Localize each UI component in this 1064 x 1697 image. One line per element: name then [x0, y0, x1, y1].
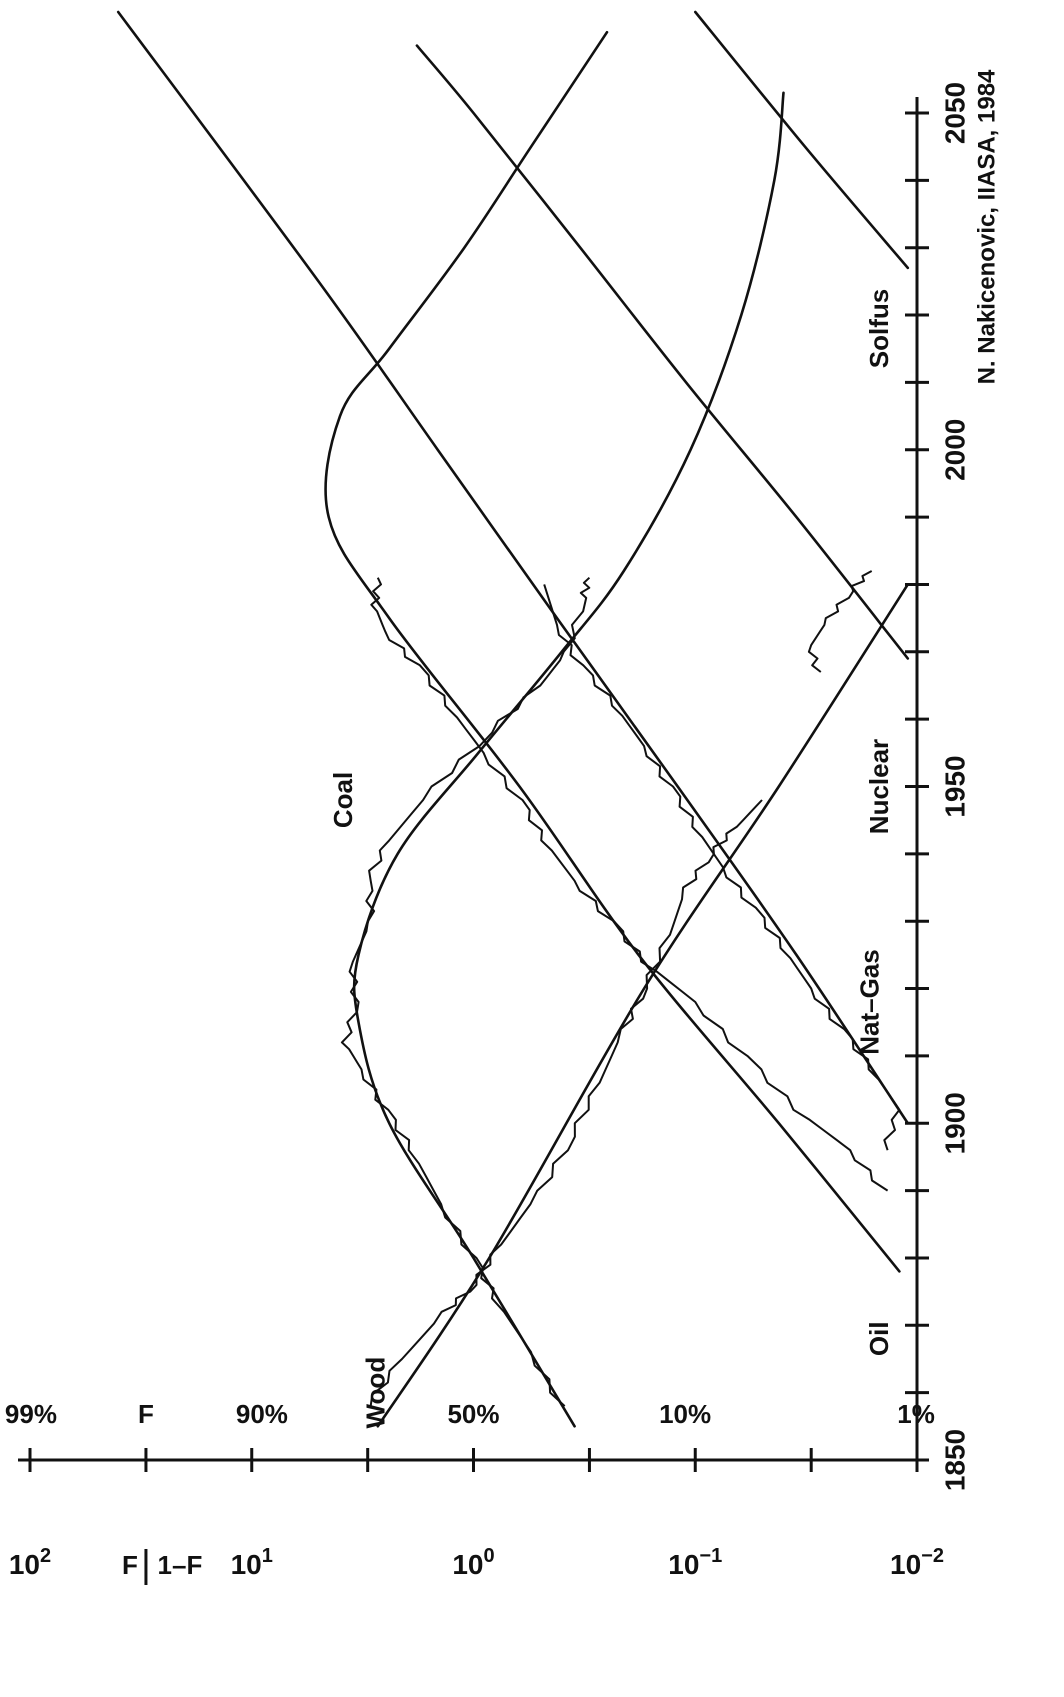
- fitted-curve-natgas: [116, 10, 910, 1125]
- fitted-curve-solfus: [694, 10, 910, 270]
- observed-curve-oil: [370, 577, 889, 1192]
- observed-curve-coal: [340, 576, 591, 1407]
- x-tick-label: 2000: [939, 419, 970, 481]
- series-label-wood: Wood: [361, 1357, 391, 1429]
- right-axis-label: F: [138, 1399, 154, 1429]
- fitted-curve-nuclear: [415, 44, 910, 660]
- observed-curves: [340, 570, 901, 1407]
- x-tick-label: 1850: [939, 1429, 970, 1491]
- y-tick-label: 10−2: [890, 1545, 944, 1580]
- percent-label: 99%: [5, 1399, 57, 1429]
- percent-label: 50%: [447, 1399, 499, 1429]
- y-label-denominator: 1–F: [158, 1550, 203, 1580]
- fitted-curve-wood: [376, 583, 910, 1428]
- percent-label: 1%: [897, 1399, 935, 1429]
- series-label-solfus: Solfus: [864, 289, 894, 368]
- fitted-curve-coal: [352, 91, 785, 1428]
- series-label-oil: Oil: [864, 1321, 894, 1356]
- y-tick-label: 10−1: [668, 1545, 722, 1580]
- series-label-coal: Coal: [328, 772, 358, 828]
- series-label-nuclear: Nuclear: [864, 739, 894, 834]
- axes-group: 1850 1900 1950 2000 2050 102 101 100 10−1 10−2 99%…: [5, 82, 970, 1585]
- observed-curve-nuclear: [807, 570, 873, 673]
- x-tick-label: 1950: [939, 755, 970, 817]
- observed-curve-wood: [369, 799, 763, 1407]
- plot-rotated-group: 1850 1900 1950 2000 2050 102 101 100 10−1 10−2 99%…: [5, 10, 1001, 1585]
- y-tick-label: 100: [452, 1545, 494, 1580]
- observed-curve-natgas: [543, 584, 901, 1151]
- percent-label: 10%: [659, 1399, 711, 1429]
- y-label-numerator: F: [122, 1550, 138, 1580]
- series-label-natgas: Nat–Gas: [855, 949, 885, 1055]
- y-tick-label: 102: [9, 1545, 51, 1580]
- percent-label: 90%: [236, 1399, 288, 1429]
- x-tick-label: 1900: [939, 1092, 970, 1154]
- attribution: N. Nakicenovic, IIASA, 1984: [973, 69, 1000, 384]
- x-tick-label: 2050: [939, 82, 970, 144]
- text-group: Wood Coal Oil Nat–Gas Nuclear Solfus N. …: [328, 69, 1001, 1429]
- fitted-curve-oil: [324, 30, 901, 1273]
- fitted-curves: [116, 10, 910, 1428]
- y-tick-label: 101: [231, 1545, 273, 1580]
